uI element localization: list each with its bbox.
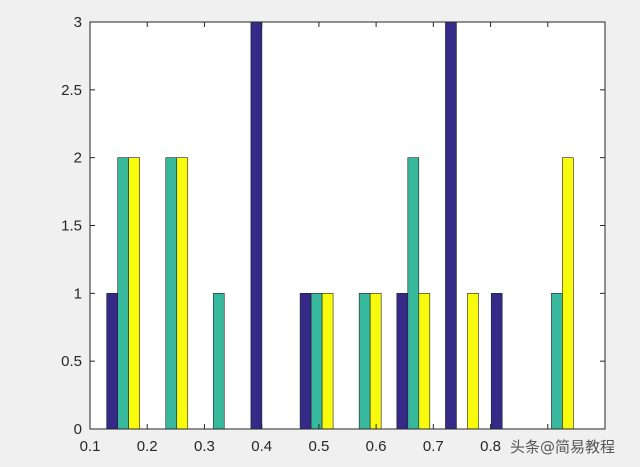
bar-series1-bin7 (396, 293, 409, 430)
bar-series3-bin1 (128, 157, 140, 430)
x-tick-label: 0.2 (137, 438, 158, 455)
y-tick-label: 2 (74, 150, 82, 167)
x-tick-label: 0.4 (251, 438, 272, 455)
y-tick-label: 1.5 (61, 218, 82, 235)
bar-series3-bin2 (176, 157, 189, 430)
x-tick-label: 0.6 (366, 438, 387, 455)
axes-box (89, 21, 606, 430)
x-tick-label: 0.8 (480, 438, 501, 455)
y-tick-label: 0 (74, 421, 82, 438)
x-tick-label: 0.1 (80, 438, 101, 455)
bar-series1-bin1 (106, 293, 118, 430)
x-tick-label: 0.3 (194, 438, 215, 455)
bar-series1-bin9 (490, 293, 503, 430)
y-tick-label: 3 (74, 14, 82, 31)
y-tick-label: 2.5 (61, 82, 82, 99)
y-tick-label: 1 (74, 285, 82, 302)
x-tick-label: 0.5 (308, 438, 329, 455)
bar-series3-bin8 (467, 293, 479, 430)
bar-series2-bin3 (212, 293, 225, 430)
bar-series3-bin10 (562, 157, 574, 430)
bar-series2-bin10 (551, 293, 563, 430)
bar-series2-bin5 (310, 293, 323, 430)
bar-series3-bin5 (321, 293, 334, 430)
bar-series2-bin1 (117, 157, 129, 430)
x-tick-label: 0.7 (423, 438, 444, 455)
bar-series3-bin7 (418, 293, 431, 430)
watermark: 头条@简易教程 (510, 438, 615, 456)
bar-series2-bin2 (165, 157, 178, 430)
bar-series1-bin5 (299, 293, 312, 430)
bar-series3-bin6 (369, 293, 382, 430)
y-tick-label: 0.5 (61, 353, 82, 370)
bar-series1-bin4 (250, 21, 263, 430)
bar-series1-bin8 (445, 21, 457, 430)
bar-series2-bin6 (358, 293, 371, 430)
bar-series2-bin7 (407, 157, 420, 430)
